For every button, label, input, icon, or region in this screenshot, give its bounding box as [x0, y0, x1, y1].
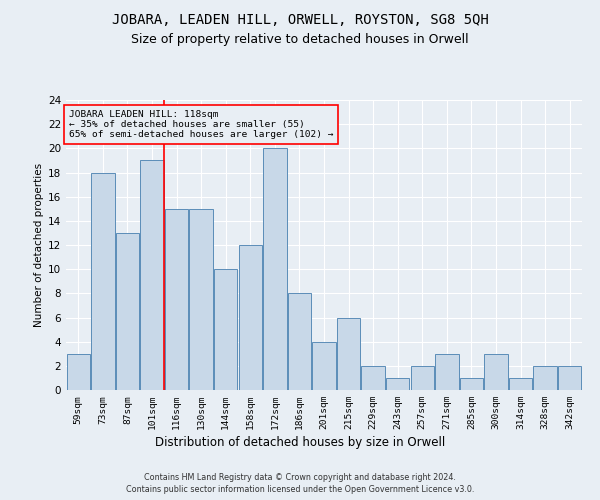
Bar [263, 148, 287, 390]
Bar [288, 294, 311, 390]
Bar [361, 366, 385, 390]
Bar [509, 378, 532, 390]
Bar [91, 172, 115, 390]
Bar [313, 342, 335, 390]
Text: Size of property relative to detached houses in Orwell: Size of property relative to detached ho… [131, 32, 469, 46]
Bar [190, 209, 213, 390]
Bar [533, 366, 557, 390]
Bar [116, 233, 139, 390]
Bar [337, 318, 360, 390]
Bar [386, 378, 409, 390]
Bar [460, 378, 483, 390]
Text: Contains public sector information licensed under the Open Government Licence v3: Contains public sector information licen… [126, 485, 474, 494]
Bar [435, 354, 458, 390]
Text: JOBARA LEADEN HILL: 118sqm
← 35% of detached houses are smaller (55)
65% of semi: JOBARA LEADEN HILL: 118sqm ← 35% of deta… [69, 110, 334, 140]
Bar [484, 354, 508, 390]
Bar [410, 366, 434, 390]
Text: JOBARA, LEADEN HILL, ORWELL, ROYSTON, SG8 5QH: JOBARA, LEADEN HILL, ORWELL, ROYSTON, SG… [112, 12, 488, 26]
Bar [214, 269, 238, 390]
Text: Contains HM Land Registry data © Crown copyright and database right 2024.: Contains HM Land Registry data © Crown c… [144, 472, 456, 482]
Bar [140, 160, 164, 390]
Bar [165, 209, 188, 390]
Text: Distribution of detached houses by size in Orwell: Distribution of detached houses by size … [155, 436, 445, 449]
Bar [558, 366, 581, 390]
Bar [239, 245, 262, 390]
Y-axis label: Number of detached properties: Number of detached properties [34, 163, 44, 327]
Bar [67, 354, 90, 390]
